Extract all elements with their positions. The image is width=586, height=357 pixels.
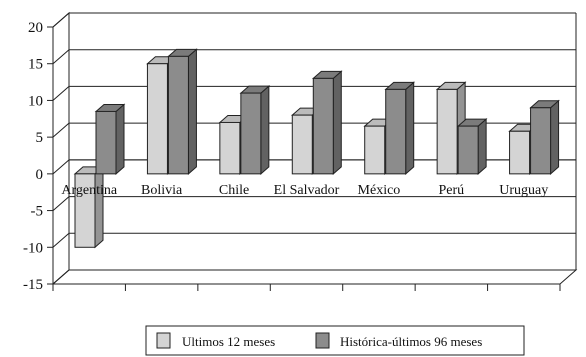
bar-uruguay-series-2: [529, 99, 560, 175]
y-tick-label: -5: [31, 204, 44, 220]
y-axis: 20 15 10 5 0 -5 -10 -15: [23, 20, 54, 293]
bar-front: [74, 173, 96, 248]
y-tick-label: -10: [23, 240, 43, 256]
bar-méxico-series-2: [384, 81, 416, 175]
bars: [73, 48, 560, 249]
legend-label-series-1: Ultimos 12 meses: [182, 334, 275, 349]
bar-el-salvador-series-2: [311, 70, 343, 175]
side-wall: [52, 11, 70, 286]
bar-side: [260, 84, 270, 175]
y-tick-label: 20: [28, 20, 43, 36]
bar-front: [457, 125, 479, 175]
gridline: [52, 232, 576, 248]
x-tick-label: México: [358, 183, 401, 198]
bar-front: [530, 107, 552, 175]
x-tick-label: El Salvador: [274, 183, 340, 198]
legend-swatch-series-2: [315, 332, 330, 349]
bar-front: [364, 125, 386, 175]
bar-side: [550, 99, 560, 175]
bar-side: [94, 165, 104, 249]
x-tick-label: Uruguay: [499, 183, 548, 198]
y-tick-label: 0: [36, 167, 44, 183]
gridline: [52, 269, 576, 285]
bar-argentina-series-2: [94, 103, 126, 175]
x-tick-label: Perú: [439, 183, 465, 198]
bar-front: [509, 130, 531, 175]
bar-front: [291, 114, 313, 175]
bar-side: [187, 48, 197, 175]
bar-chile-series-2: [239, 84, 271, 175]
gridline: [52, 196, 576, 211]
legend: Ultimos 12 meses Histórica-últimos 96 me…: [145, 325, 525, 356]
bar-bolivia-series-2: [167, 48, 198, 175]
bar-front: [436, 88, 458, 175]
bar-front: [95, 110, 117, 175]
y-tick-label: 5: [36, 130, 44, 146]
bar-front: [240, 92, 262, 175]
legend-label-series-2: Histórica-últimos 96 meses: [340, 334, 482, 349]
floor: [51, 269, 578, 285]
legend-swatch-series-1: [156, 332, 171, 349]
bar-perú-series-2: [456, 118, 488, 175]
legend-box: [145, 325, 525, 356]
x-tick-label: Bolivia: [141, 183, 183, 198]
bar-side: [405, 81, 415, 175]
x-tick-label: Argentina: [61, 183, 118, 198]
bar-front: [312, 77, 334, 175]
bar-argentina-series-1: [73, 165, 105, 249]
bar-side: [332, 70, 342, 175]
bar-front: [167, 55, 189, 175]
bar-side: [115, 103, 125, 175]
bar-front: [146, 63, 168, 175]
bar-side: [477, 118, 487, 175]
x-axis-labels: Argentina Bolivia Chile El Salvador México Pe…: [61, 183, 548, 198]
y-tick-label: 15: [28, 57, 43, 73]
gridline: [52, 12, 576, 28]
y-tick-label: 10: [28, 93, 43, 109]
y-tick-label: -15: [23, 277, 43, 293]
bar-front: [385, 88, 407, 175]
bar-front: [219, 121, 241, 175]
x-tick-label: Chile: [219, 183, 249, 198]
gridline: [52, 49, 576, 65]
